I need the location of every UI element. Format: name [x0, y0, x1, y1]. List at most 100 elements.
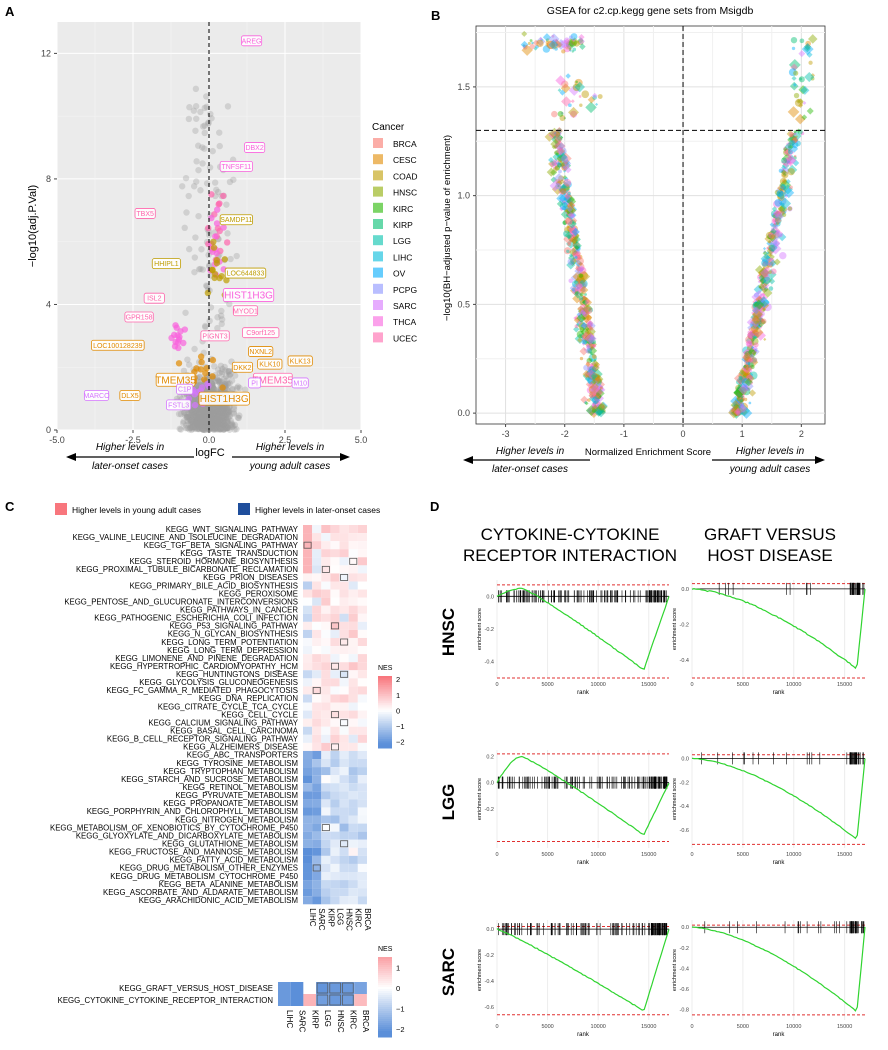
point-circle: [748, 401, 752, 405]
heatmap-cell: [303, 557, 313, 566]
legend-swatch-thca: [373, 316, 383, 327]
point-circle: [781, 171, 789, 179]
heatmap-cell: [348, 565, 358, 574]
point: [201, 129, 208, 137]
point: [212, 416, 219, 423]
point: [210, 410, 217, 417]
heatmap-cell: [357, 783, 367, 792]
heatmap-cell: [348, 847, 358, 856]
point: [214, 407, 222, 415]
point: [215, 408, 222, 415]
point: [226, 408, 233, 415]
heatmap-cell: [303, 702, 313, 711]
point: [219, 410, 227, 417]
point: [219, 414, 227, 421]
panel-letter-d: D: [430, 499, 439, 514]
heatmap-cell: [339, 775, 349, 784]
point: [192, 411, 199, 419]
heatmap-cell: [339, 863, 349, 873]
heatmap-cell: [348, 621, 358, 630]
heatmap-cell: [330, 605, 340, 614]
point: [195, 266, 203, 273]
colorbar-tick: −2: [396, 1025, 405, 1034]
point: [190, 410, 197, 418]
point-circle: [789, 132, 794, 138]
point: [199, 123, 207, 130]
point: [223, 201, 230, 208]
heatmap-row-label: KEGG_CYTOKINE_CYTOKINE_RECEPTOR_INTERACT…: [58, 996, 273, 1005]
point: [205, 424, 212, 432]
point: [205, 418, 212, 425]
heatmap-cell: [348, 533, 358, 542]
heatmap-cell: [303, 982, 317, 994]
gsea-column-title: RECEPTOR INTERACTION: [463, 546, 677, 565]
point: [221, 425, 228, 433]
heatmap-cell: [339, 557, 349, 566]
legend-label-lgg: LGG: [393, 236, 411, 246]
point: [176, 425, 183, 433]
heatmap-cell: [357, 831, 367, 840]
point: [201, 104, 208, 112]
heatmap-cell: [357, 605, 367, 614]
gsea-subplot: 0 5000 10000 15000 rank 0.0 -0.2 -0.4 enrichment…: [672, 580, 866, 696]
point: [188, 409, 196, 417]
point: [187, 417, 194, 425]
point: [197, 187, 204, 194]
point: [206, 404, 214, 411]
point: [212, 415, 219, 423]
point: [203, 414, 210, 421]
colorbar-cell: [378, 1035, 392, 1038]
heatmap-cell: [303, 815, 313, 824]
heatmap-cell: [348, 888, 358, 897]
point: [214, 324, 221, 332]
point-circle: [557, 163, 562, 168]
heatmap-cell: [312, 718, 322, 727]
heatmap-cell: [357, 637, 367, 647]
point: [210, 418, 217, 426]
point: [215, 413, 223, 420]
heatmap-cell: [303, 629, 313, 638]
point: [215, 377, 222, 385]
point: [202, 323, 209, 331]
heatmap-cell: [330, 791, 340, 800]
point: [183, 421, 190, 429]
y-tick-label: -0.2: [485, 627, 494, 633]
point-circle: [551, 110, 558, 118]
gsea-row-label: SARC: [439, 948, 458, 996]
kegg-heatmap: Higher levels in young adult cases Higher…: [50, 503, 405, 931]
point-thca: [181, 326, 189, 333]
point: [202, 422, 210, 430]
point: [190, 183, 198, 190]
gsea-column-title: CYTOKINE-CYTOKINE: [481, 525, 660, 544]
heatmap-cell: [354, 994, 367, 1006]
point: [198, 415, 206, 422]
point: [211, 413, 218, 421]
point: [207, 405, 215, 413]
point-circle: [793, 70, 799, 76]
point: [192, 415, 199, 422]
point-circle: [582, 323, 587, 328]
heatmap-cell: [330, 629, 340, 638]
heatmap-cell: [339, 880, 349, 889]
gene-label: DKK2: [233, 365, 251, 372]
point: [214, 376, 222, 384]
point-circle: [561, 49, 566, 54]
heatmap-cell: [330, 678, 340, 687]
heatmap-cell: [312, 742, 322, 751]
heatmap-cell: [339, 807, 349, 816]
point-circle: [566, 249, 570, 254]
heatmap-cell: [321, 726, 331, 735]
point-circle: [586, 315, 592, 321]
point: [217, 424, 225, 431]
heatmap-row-label: KEGG_GRAFT_VERSUS_HOST_DISEASE: [119, 984, 273, 993]
point: [194, 421, 202, 428]
heatmap-cell: [321, 855, 331, 864]
point: [204, 417, 212, 425]
point: [193, 158, 200, 165]
point: [198, 407, 205, 414]
legend-swatch-lgg: [373, 235, 383, 246]
heatmap-cell: [330, 799, 340, 808]
heatmap-cell: [303, 767, 313, 776]
point: [220, 405, 228, 412]
legend-label-hnsc: HNSC: [393, 188, 417, 198]
